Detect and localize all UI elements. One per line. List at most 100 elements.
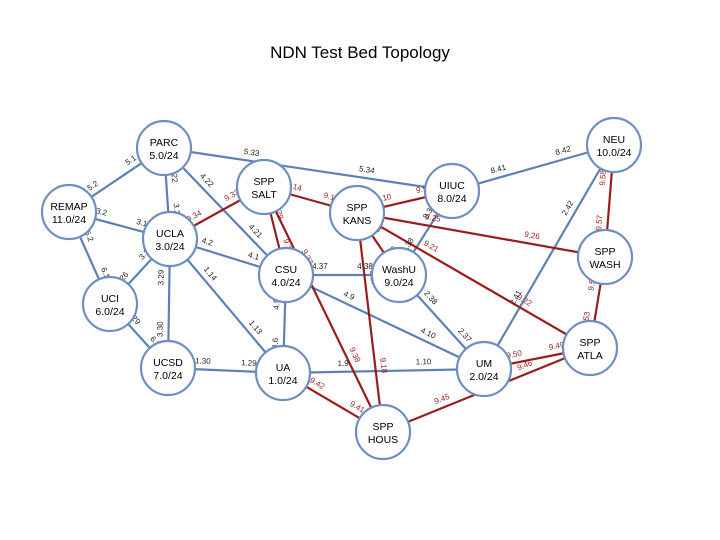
node-circle	[585, 116, 643, 174]
node-label: CSU	[275, 264, 297, 276]
link-label: 9.54	[587, 274, 599, 291]
node-label: 1.0/24	[268, 375, 297, 387]
nodes-layer: PARC5.0/24REMAP11.0/24UCLA3.0/24UCI6.0/2…	[40, 116, 643, 461]
node-label: WASH	[589, 259, 620, 271]
node-label: WashU	[382, 264, 416, 276]
node-circle	[235, 158, 293, 216]
link-label: 9.49	[548, 340, 566, 352]
link-label: 9.25	[424, 212, 441, 224]
link-label: 9.58	[598, 169, 608, 186]
link-kans-hous	[355, 212, 385, 433]
link-parc-uiuc	[163, 146, 453, 193]
link-label: 9.57	[594, 214, 604, 231]
node-circle	[561, 319, 619, 377]
node-circle	[370, 246, 428, 304]
diagram-title: NDN Test Bed Topology	[270, 43, 450, 62]
link-kans-wash	[356, 211, 606, 259]
link-label: 9.50	[506, 348, 524, 360]
node-circle	[257, 246, 315, 304]
link-label: 5.34	[358, 164, 375, 175]
link-label: 3.1	[135, 217, 149, 229]
node-label: 3.0/24	[155, 241, 184, 253]
node-um: UM2.0/24	[455, 340, 513, 398]
node-label: KANS	[343, 215, 372, 227]
link-parc-csu	[163, 147, 287, 276]
link-ua-um	[282, 367, 485, 375]
node-circle	[81, 275, 139, 333]
link-salt-hous	[263, 186, 384, 433]
link-label: 1.30	[195, 356, 211, 366]
link-label: 4.9	[342, 289, 356, 302]
node-label: NEU	[603, 134, 625, 146]
node-circle	[135, 119, 193, 177]
node-label: SALT	[251, 189, 277, 201]
node-label: 2.0/24	[469, 371, 498, 383]
link-label: 4.5	[272, 298, 281, 310]
link-csu-um	[285, 274, 485, 370]
node-label: HOUS	[368, 434, 398, 446]
link-label: 9.53	[581, 310, 593, 327]
link-label: 8.42	[554, 144, 572, 157]
node-label: UM	[476, 358, 492, 370]
link-label: 5.2	[86, 179, 101, 193]
link-label: 3.30	[156, 321, 165, 337]
link-label: 1.29	[241, 358, 257, 368]
link-label: 3.2	[95, 206, 109, 218]
link-label: 9.9	[415, 184, 428, 195]
node-label: UCI	[101, 293, 119, 305]
node-circle	[455, 340, 513, 398]
node-circle	[254, 344, 312, 402]
node-label: SPP	[594, 246, 615, 258]
link-label: 5.1	[124, 153, 139, 167]
node-label: SPP	[346, 202, 367, 214]
node-label: UA	[276, 362, 291, 374]
node-label: 11.0/24	[52, 214, 86, 226]
link-label: 3.21	[172, 203, 182, 220]
link-label: 1.10	[416, 357, 432, 366]
node-label: 9.0/24	[384, 277, 413, 289]
link-label: 9.18	[378, 357, 389, 374]
node-label: REMAP	[50, 201, 87, 213]
node-circle	[354, 403, 412, 461]
node-label: 7.0/24	[153, 370, 182, 382]
link-kans-atla	[356, 212, 591, 349]
link-label: 1.9	[337, 359, 349, 368]
link-label: 3.29	[156, 269, 165, 285]
node-label: 5.0/24	[149, 150, 178, 162]
link-label: 4.1	[247, 250, 261, 262]
node-label: 8.0/24	[437, 193, 466, 205]
node-label: UIUC	[439, 180, 465, 192]
link-label: 8.41	[490, 163, 508, 176]
link-label: 4.37	[312, 262, 328, 271]
link-label: 4.2	[201, 236, 215, 248]
node-label: SPP	[579, 337, 600, 349]
link-label: 9.26	[524, 230, 541, 242]
node-label: 6.0/24	[95, 306, 124, 318]
link-label: 3.22	[169, 167, 179, 184]
node-label: 4.0/24	[271, 277, 300, 289]
node-label: SPP	[372, 421, 393, 433]
link-neu-um	[483, 144, 615, 370]
node-label: UCSD	[153, 357, 183, 369]
link-label: 4.38	[357, 262, 373, 271]
node-circle	[40, 183, 98, 241]
node-label: SPP	[253, 176, 274, 188]
link-ucla-ua	[169, 238, 284, 374]
node-circle	[141, 210, 199, 268]
node-circle	[139, 339, 197, 397]
node-label: UCLA	[156, 228, 184, 240]
